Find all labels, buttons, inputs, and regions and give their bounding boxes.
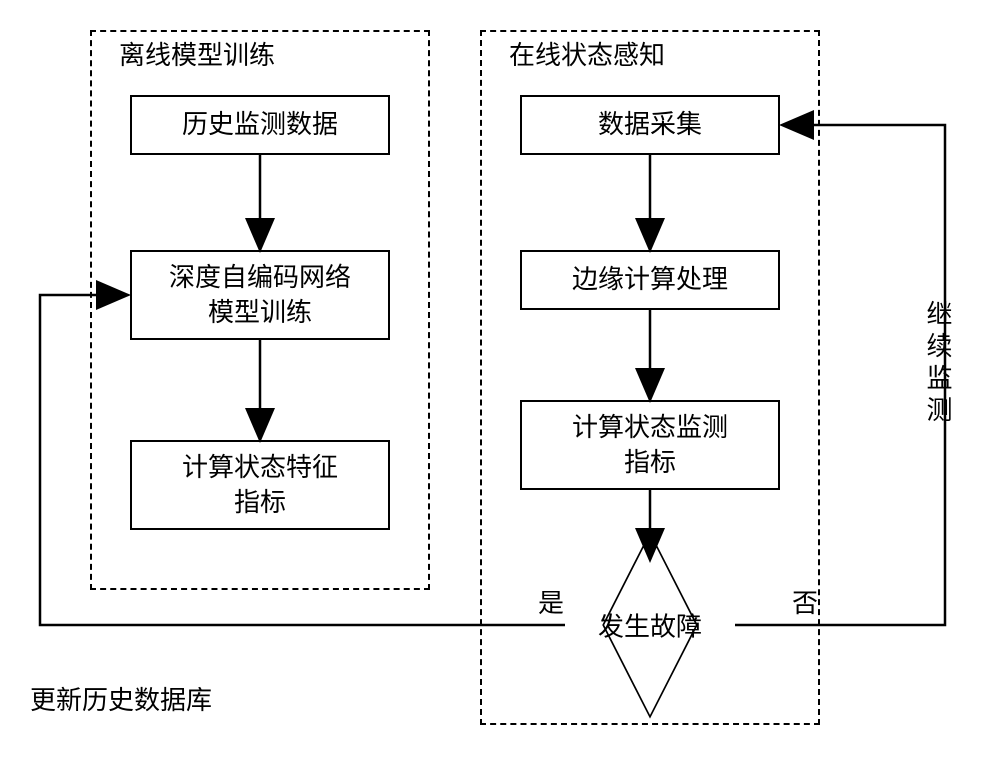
right-box-3: 计算状态监测 指标 [520, 400, 780, 490]
right-panel-title: 在线状态感知 [505, 35, 669, 72]
decision-label: 发生故障 [598, 607, 702, 644]
left-box-3: 计算状态特征 指标 [130, 440, 390, 530]
left-box-2: 深度自编码网络 模型训练 [130, 250, 390, 340]
update-db-label: 更新历史数据库 [30, 680, 212, 717]
yes-label: 是 [538, 583, 564, 620]
left-box-1: 历史监测数据 [130, 95, 390, 155]
no-label: 否 [792, 583, 818, 620]
left-panel-title: 离线模型训练 [115, 35, 279, 72]
right-box-1: 数据采集 [520, 95, 780, 155]
continue-label: 继续监测 [920, 300, 957, 428]
right-box-2: 边缘计算处理 [520, 250, 780, 310]
decision-diamond: 发生故障 [600, 575, 700, 675]
